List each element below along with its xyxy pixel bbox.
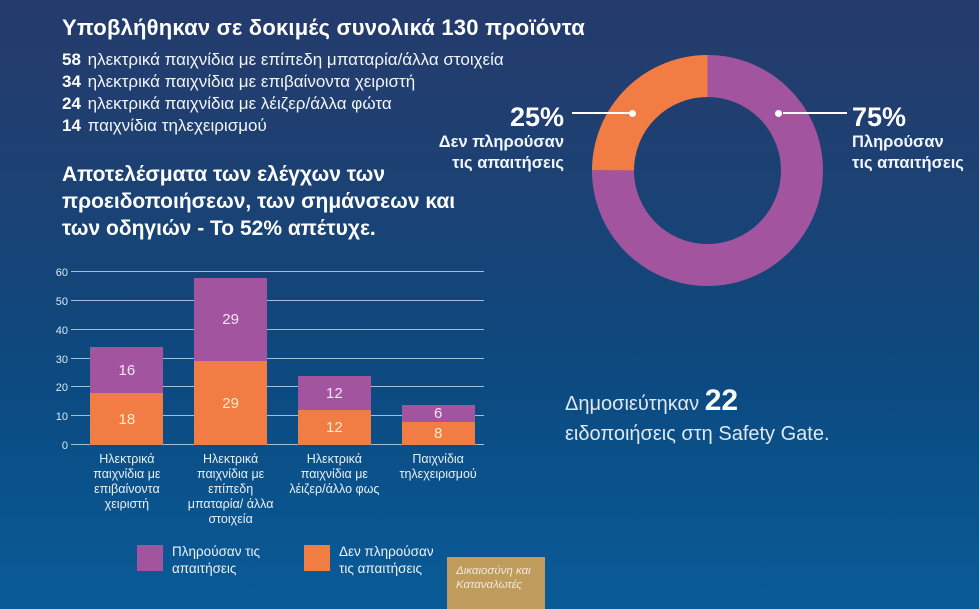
category-labels-row: Ηλεκτρικά παιχνίδια με επιβαίνοντα χειρι… [75, 452, 490, 527]
breakdown-count: 14 [62, 116, 81, 135]
safety-gate-count: 22 [704, 384, 739, 417]
bar-segment: 29 [194, 277, 268, 362]
leader-dot-fail [629, 110, 636, 117]
bar-chart-plot: 16 18 29 29 12 12 6 8 [71, 271, 490, 445]
bar-segment: 16 [90, 346, 164, 394]
bar-value-label: 12 [326, 384, 343, 402]
stacked-bar: 29 29 [194, 277, 268, 445]
y-tick-label: 30 [55, 353, 68, 366]
gridline [71, 299, 484, 301]
bar-value-label: 18 [118, 410, 136, 428]
leader-line-fail [572, 112, 629, 114]
y-tick-label: 40 [55, 324, 68, 337]
legend-swatch [137, 545, 163, 571]
bar-segment: 29 [194, 361, 268, 445]
y-tick-label: 50 [55, 295, 68, 308]
gridline [71, 271, 484, 272]
gridline [71, 386, 484, 388]
donut-chart [592, 55, 823, 286]
gridline [71, 357, 484, 359]
legend-swatch [304, 545, 330, 571]
chart-legend: Πληρούσαν τις απαιτήσεις Δεν πληρούσαν τι… [137, 543, 435, 577]
bar-value-label: 16 [118, 361, 136, 379]
safety-gate-note: Δημοσιεύτηκαν 22 ειδοποιήσεις στη Safety… [565, 386, 830, 449]
donut-fail-arc [592, 55, 823, 286]
safety-gate-suffix: ειδοποιήσεις στη Safety Gate. [565, 423, 830, 445]
gridline [71, 415, 484, 417]
legend-item: Δεν πληρούσαν τις απαιτήσεις [304, 543, 435, 577]
gridline [71, 328, 484, 330]
stacked-bar: 16 18 [90, 346, 164, 445]
y-tick-label: 60 [55, 267, 68, 279]
pass-label-line1: Πληρούσαν [852, 133, 944, 151]
bar-column: 29 29 [179, 272, 283, 445]
legend-label: Δεν πληρούσαν τις απαιτήσεις [339, 544, 434, 576]
category-label: Ηλεκτρικά παιχνίδια με λέιζερ/άλλο φως [289, 452, 380, 496]
gridlines-layer [71, 271, 490, 445]
y-tick-label: 10 [55, 411, 68, 424]
bar-column: 16 18 [75, 272, 179, 445]
breakdown-item: 24 ηλεκτρικά παιχνίδια με λέιζερ/άλλα φώ… [62, 94, 392, 113]
bar-value-label: 8 [433, 424, 443, 442]
bar-segment: 12 [297, 410, 371, 445]
pass-label-line2: τις απαιτήσεις [852, 154, 964, 172]
donut-fail-callout: 25% Δεν πληρούσαν τις απαιτήσεις [416, 103, 564, 174]
page-title: Υποβλήθηκαν σε δοκιμές συνολικά 130 προϊ… [62, 15, 585, 40]
leader-dot-pass [775, 110, 782, 117]
breakdown-item: 58 ηλεκτρικά παιχνίδια με επίπεδη μπαταρ… [62, 50, 504, 69]
gridline [71, 444, 484, 445]
fail-percentage: 25% [509, 102, 564, 132]
justice-consumers-badge: Δικαιοσύνη και Καταναλωτές [447, 557, 545, 609]
pass-percentage: 75% [852, 102, 907, 132]
results-heading: Αποτελέσματα των ελέγχων των προειδοποιή… [62, 163, 456, 240]
category-label: Ηλεκτρικά παιχνίδια με επιβαίνοντα χειρι… [93, 452, 161, 511]
y-tick-label: 20 [55, 382, 68, 395]
y-tick-label: 0 [61, 440, 68, 452]
bar-column: 12 12 [283, 272, 387, 445]
legend-item: Πληρούσαν τις απαιτήσεις [137, 543, 268, 577]
legend-label: Πληρούσαν τις απαιτήσεις [172, 544, 261, 576]
breakdown-count: 58 [62, 50, 81, 69]
category-label: Ηλεκτρικά παιχνίδια με επίπεδη μπαταρία/… [187, 452, 274, 526]
bars-row: 16 18 29 29 12 12 6 8 [75, 272, 490, 445]
bar-value-label: 6 [433, 404, 443, 422]
product-breakdown-list: 58 ηλεκτρικά παιχνίδια με επίπεδη μπαταρ… [62, 49, 504, 137]
breakdown-count: 24 [62, 94, 81, 113]
category-label: Παιχνίδια τηλεχειρισμού [399, 452, 477, 481]
fail-label-line1: Δεν πληρούσαν [438, 133, 564, 151]
bar-segment: 6 [401, 404, 475, 422]
stacked-bar: 12 12 [297, 375, 371, 445]
bar-value-label: 29 [222, 311, 239, 329]
breakdown-item: 34 ηλεκτρικά παιχνίδια με επιβαίνοντα χε… [62, 72, 416, 91]
fail-label-line2: τις απαιτήσεις [452, 154, 564, 172]
leader-line-pass [783, 112, 847, 114]
y-axis-ticks: 0 10 20 30 40 50 60 [28, 267, 68, 452]
bar-value-label: 29 [222, 394, 239, 412]
breakdown-count: 34 [62, 72, 81, 91]
bar-value-label: 12 [326, 419, 343, 437]
bar-segment: 8 [401, 421, 475, 445]
safety-gate-prefix: Δημοσιεύτηκαν [565, 393, 700, 415]
donut-pass-callout: 75% Πληρούσαν τις απαιτήσεις [852, 103, 979, 174]
bar-segment: 12 [297, 375, 371, 411]
bar-segment: 18 [90, 393, 164, 445]
breakdown-item: 14 παιχνίδια τηλεχειρισμού [62, 116, 267, 135]
